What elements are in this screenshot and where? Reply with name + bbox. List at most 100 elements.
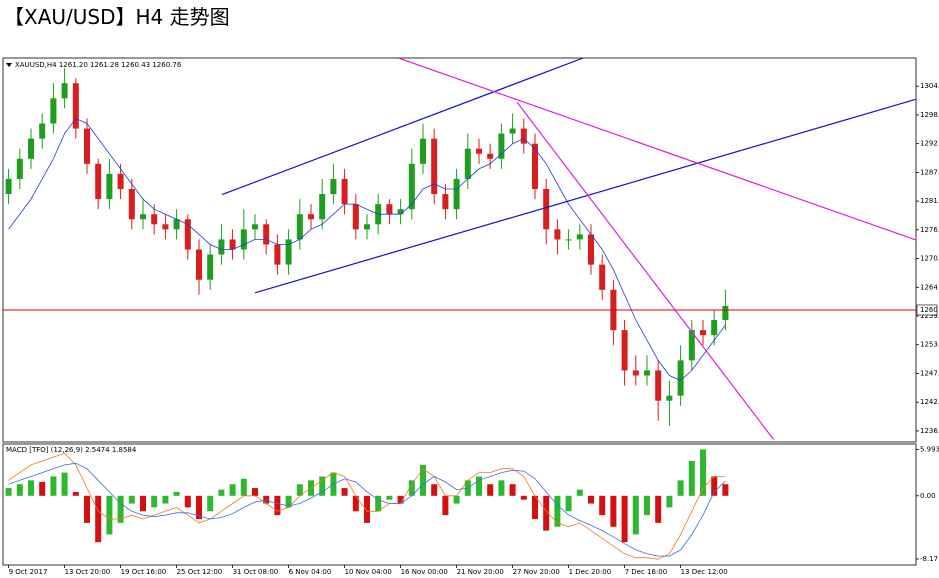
y-tick-label: 0.00 — [920, 492, 936, 500]
candle-body — [621, 330, 628, 371]
main-panel — [2, 57, 917, 443]
macd-bar — [532, 495, 538, 519]
candle-body — [464, 148, 471, 179]
trendline — [221, 58, 584, 196]
candle-body — [162, 224, 169, 230]
macd-bar — [420, 464, 426, 496]
candle-body — [364, 224, 370, 230]
candle-body — [207, 254, 214, 280]
candle-body — [554, 229, 561, 240]
macd-bar — [666, 495, 673, 508]
price-label: 1260 — [920, 306, 938, 314]
candle-body — [117, 173, 124, 190]
macd-bar — [184, 495, 191, 508]
macd-bar — [252, 488, 258, 496]
candle-body — [263, 224, 270, 245]
macd-bar — [140, 495, 146, 512]
candle-body — [487, 153, 494, 159]
macd-bar — [319, 476, 326, 496]
x-tick-label: 31 Oct 08:00 — [233, 568, 279, 576]
x-tick-label: 27 Nov 20:00 — [513, 568, 560, 576]
macd-panel — [2, 443, 917, 566]
macd-bar — [50, 476, 57, 496]
macd-bar — [722, 484, 729, 496]
macd-bar — [84, 495, 90, 523]
macd-bar — [621, 495, 628, 543]
macd-bar — [700, 449, 706, 496]
y-tick-label: 1304. — [920, 82, 939, 90]
macd-bar — [151, 495, 158, 508]
macd-bar — [274, 495, 281, 516]
candle-body — [330, 178, 337, 195]
macd-bar — [677, 480, 684, 496]
macd-bar — [520, 495, 527, 500]
y-tick-label: 1287. — [920, 168, 939, 176]
y-tick-label: 5.993 — [920, 445, 939, 453]
macd-bar — [599, 495, 606, 516]
macd-bar — [196, 495, 202, 519]
macd-header: MACD [TFO] (12,26,9) 2.5474 1.8584 — [6, 446, 137, 454]
y-tick-label: 1253. — [920, 341, 939, 349]
candle-body — [655, 370, 662, 401]
candle-body — [408, 163, 415, 210]
x-tick-label: 13 Dec 12:00 — [681, 568, 728, 576]
macd-bar — [296, 484, 303, 496]
axes: 1304. 1298. 1292. 1287. 1281. 1276. 1270. 1264.… — [8, 82, 939, 576]
trendline — [254, 98, 916, 294]
macd-bar — [207, 495, 214, 512]
macd-bar — [632, 495, 639, 535]
candle-body — [308, 214, 314, 220]
price-label-box — [916, 304, 938, 316]
macd-bar — [576, 489, 583, 496]
macd-bar — [509, 484, 516, 496]
moving-average — [8, 118, 726, 381]
macd-bar — [95, 495, 102, 543]
macd-bar — [173, 491, 180, 496]
candle-body — [386, 204, 393, 215]
candle-body — [420, 138, 426, 164]
candle-body — [28, 138, 34, 159]
macd-bar — [106, 495, 113, 535]
macd-bar — [565, 495, 572, 512]
candle-body — [711, 320, 718, 336]
candle-body — [274, 244, 281, 265]
candle-body — [84, 128, 90, 164]
macd-bar — [498, 480, 505, 496]
candle-body — [252, 224, 258, 230]
macd-bar — [476, 476, 482, 496]
macd-bar — [610, 495, 617, 527]
macd-bar — [218, 489, 225, 496]
candle-body — [296, 214, 303, 240]
macd-plot — [5, 449, 729, 560]
x-tick-label: 25 Oct 12:00 — [177, 568, 223, 576]
candle-body — [442, 194, 449, 210]
y-tick-label: 1247. — [920, 369, 939, 377]
candle-body — [196, 249, 202, 280]
macd-bar — [364, 495, 370, 523]
x-tick-label: 13 Oct 20:00 — [65, 568, 111, 576]
candle-body — [151, 214, 158, 225]
macd-bar — [487, 484, 494, 496]
candle-body — [532, 143, 538, 190]
candle-body — [576, 234, 583, 240]
macd-bar — [543, 495, 550, 531]
y-tick-label: -8.17 — [920, 555, 938, 563]
candle-body — [722, 305, 729, 321]
x-tick-label: 7 Dec 16:00 — [625, 568, 668, 576]
candle-body — [341, 178, 348, 205]
candle-body — [599, 264, 606, 290]
macd-bar — [16, 484, 23, 496]
x-tick-label: 21 Nov 20:00 — [457, 568, 504, 576]
x-tick-label: 1 Dec 20:00 — [569, 568, 612, 576]
candle-body — [184, 219, 191, 250]
macd-bar — [408, 480, 415, 496]
menu-icon — [6, 63, 12, 67]
macd-bar — [431, 484, 438, 496]
macd-bar — [28, 480, 34, 496]
candle-body — [50, 98, 57, 124]
y-tick-label: 1292. — [920, 140, 939, 148]
candle-body — [677, 360, 684, 396]
candle-body — [476, 148, 482, 154]
y-tick-label: 1264. — [920, 283, 939, 291]
main-plot — [3, 58, 916, 440]
